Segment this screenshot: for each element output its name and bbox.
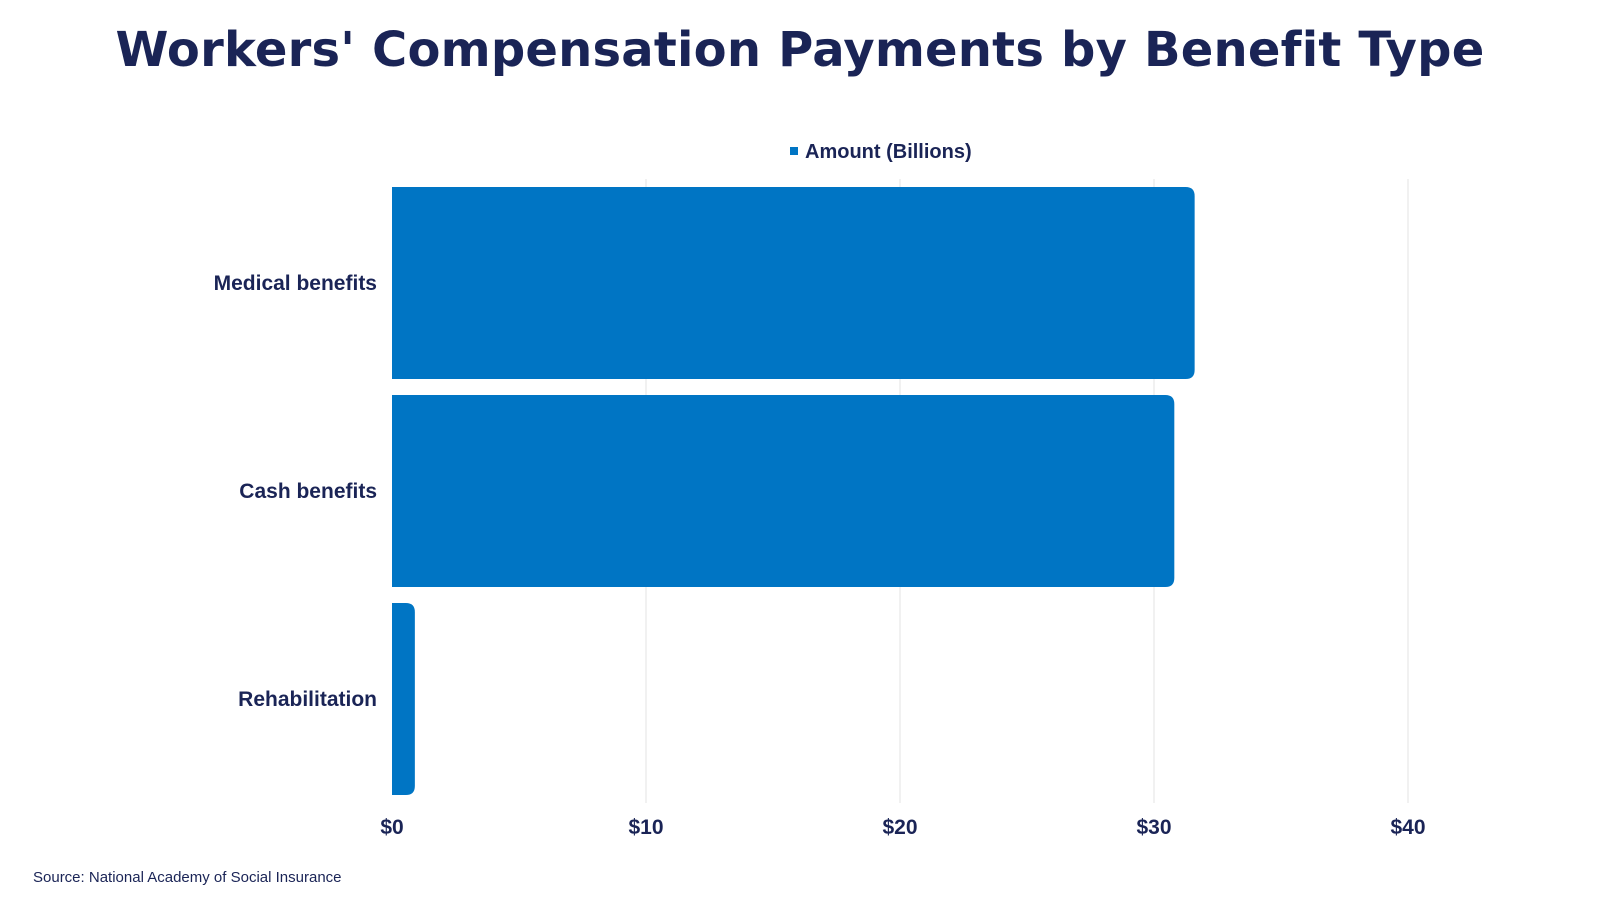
bar-1	[392, 395, 1175, 587]
x-tick-label-2: $20	[882, 816, 917, 839]
x-tick-label-1: $10	[628, 816, 663, 839]
bars	[392, 187, 1195, 795]
bar-0	[392, 187, 1195, 379]
category-label-2: Rehabilitation	[238, 688, 377, 711]
legend: Amount (Billions)	[790, 141, 972, 163]
category-label-0: Medical benefits	[214, 272, 377, 295]
chart-title: Workers' Compensation Payments by Benefi…	[115, 22, 1485, 78]
legend-label: Amount (Billions)	[805, 141, 972, 163]
bar-2	[392, 603, 415, 795]
category-labels: Medical benefits Cash benefits Rehabilitat…	[214, 272, 377, 711]
x-axis: $0 $10 $20 $30 $40	[380, 816, 1425, 839]
source-note: Source: National Academy of Social Insur…	[33, 869, 342, 886]
x-tick-label-3: $30	[1136, 816, 1171, 839]
x-tick-label-4: $40	[1390, 816, 1425, 839]
category-label-1: Cash benefits	[239, 480, 377, 503]
x-tick-label-0: $0	[380, 816, 403, 839]
legend-swatch	[790, 147, 798, 155]
